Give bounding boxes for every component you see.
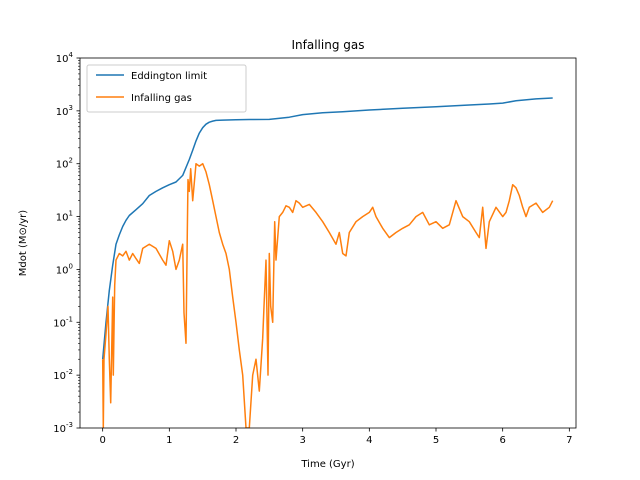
x-tick-label: 2 bbox=[233, 435, 239, 446]
x-tick-label: 7 bbox=[566, 435, 572, 446]
chart-title: Infalling gas bbox=[292, 38, 365, 52]
x-tick-label: 3 bbox=[299, 435, 305, 446]
x-tick-label: 4 bbox=[366, 435, 372, 446]
x-axis-label: Time (Gyr) bbox=[300, 459, 354, 470]
legend-label-infall: Infalling gas bbox=[131, 93, 192, 104]
legend-label-eddington: Eddington limit bbox=[131, 71, 207, 82]
x-tick-label: 6 bbox=[499, 435, 505, 446]
y-axis-label: Mdot (M⊙/yr) bbox=[18, 210, 29, 277]
x-tick-label: 1 bbox=[166, 435, 172, 446]
x-tick-label: 0 bbox=[99, 435, 105, 446]
x-tick-label: 5 bbox=[433, 435, 439, 446]
legend: Eddington limit Infalling gas bbox=[87, 65, 246, 112]
